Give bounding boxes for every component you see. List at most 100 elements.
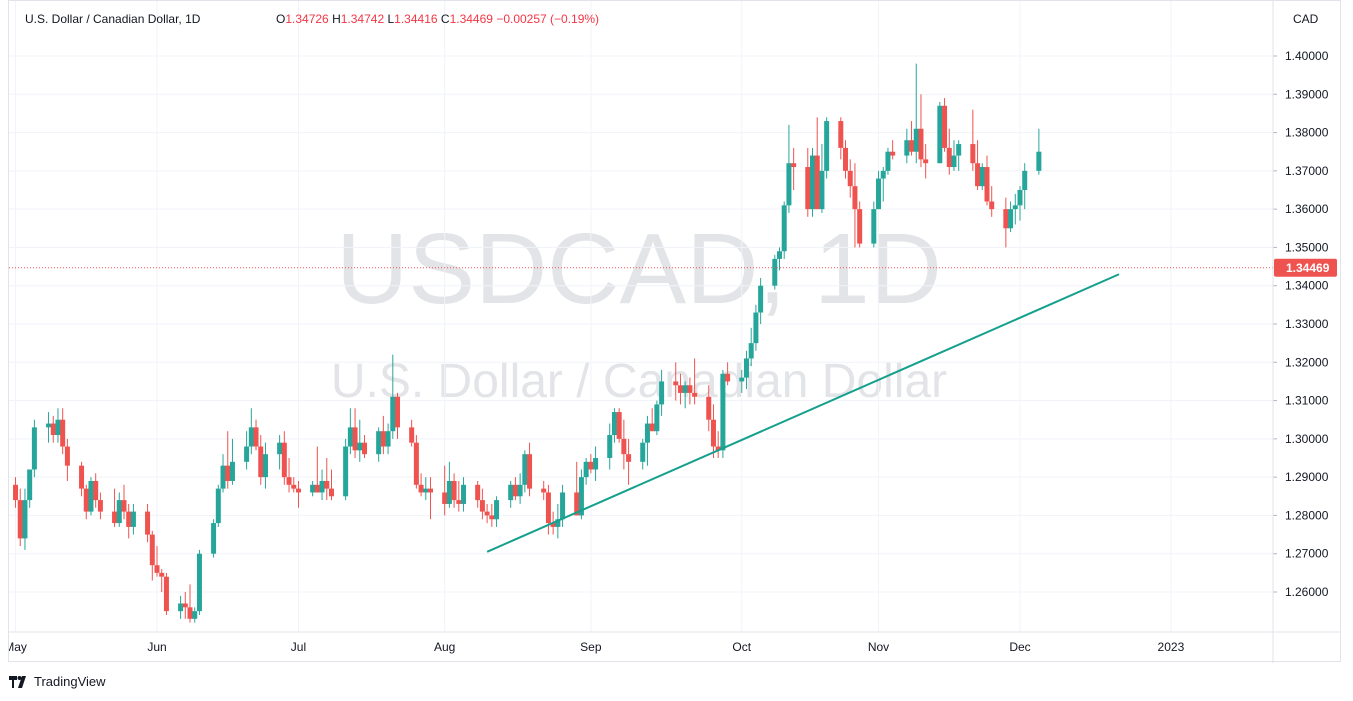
- candle-body: [776, 251, 782, 259]
- candle-body: [357, 442, 363, 451]
- candle-up: [786, 124, 792, 213]
- x-tick-label: May: [9, 640, 27, 654]
- candle-body: [578, 477, 584, 516]
- candle-body: [17, 500, 23, 539]
- candle-body: [494, 500, 500, 520]
- candle-body: [975, 163, 981, 187]
- candle-down: [710, 404, 716, 458]
- candle-up: [659, 369, 665, 416]
- candle-body: [673, 381, 679, 386]
- candle-body: [923, 159, 929, 164]
- candle-down: [253, 419, 259, 451]
- candle-up: [640, 438, 646, 470]
- candle-body: [890, 151, 896, 156]
- candle-up: [979, 163, 985, 190]
- candle-body: [706, 396, 712, 420]
- candle-up: [196, 549, 202, 615]
- candle-up: [753, 304, 759, 351]
- candle-body: [725, 373, 731, 382]
- candle-body: [192, 611, 198, 619]
- candle-body: [182, 603, 188, 608]
- candle-body: [489, 515, 495, 520]
- candle-up: [376, 427, 382, 462]
- candle-body: [126, 511, 132, 527]
- x-tick-label: Sep: [580, 640, 602, 654]
- y-tick-label: 1.26000: [1285, 585, 1329, 599]
- candle-body: [871, 209, 877, 244]
- candle-body: [479, 500, 485, 512]
- candle-down: [649, 408, 655, 432]
- candle-down: [281, 431, 287, 485]
- candle-down: [843, 140, 849, 179]
- candle-down: [258, 435, 264, 485]
- candle-down: [149, 530, 155, 581]
- candle-up: [517, 473, 523, 504]
- y-tick-label: 1.38000: [1285, 126, 1329, 140]
- candle-up: [423, 477, 429, 501]
- high-value: 1.34742: [340, 12, 385, 26]
- change-value: −0.00257 (−0.19%): [496, 12, 600, 26]
- candle-body: [522, 454, 528, 485]
- candle-body: [154, 565, 160, 573]
- candle-body: [748, 343, 754, 359]
- candle-body: [843, 147, 849, 171]
- candle-body: [876, 178, 882, 210]
- usdcad-candlestick-chart[interactable]: USDCAD, 1D U.S. Dollar / Canadian Dollar…: [9, 1, 1342, 663]
- candle-body: [277, 442, 283, 455]
- candle-body: [588, 461, 594, 470]
- candle-down: [970, 109, 976, 171]
- candle-down: [725, 362, 731, 386]
- candle-body: [621, 438, 627, 455]
- candle-body: [885, 151, 891, 171]
- watermark-name: U.S. Dollar / Canadian Dollar: [331, 355, 947, 408]
- candle-body: [857, 209, 863, 244]
- candle-up: [607, 423, 613, 470]
- candle-down: [159, 569, 165, 592]
- candle-body: [979, 167, 985, 187]
- chart-frame: USDCAD, 1D U.S. Dollar / Canadian Dollar…: [8, 0, 1342, 663]
- x-tick-label: Aug: [434, 640, 455, 654]
- x-tick-label: 2023: [1158, 640, 1185, 654]
- candle-down: [621, 419, 627, 470]
- candle-up: [824, 117, 830, 179]
- y-tick-label: 1.32000: [1285, 355, 1329, 369]
- candle-up: [385, 423, 391, 455]
- candle-body: [819, 170, 825, 210]
- candle-body: [310, 484, 316, 493]
- candle-up: [880, 167, 886, 202]
- candle-body: [508, 484, 514, 501]
- candle-body: [739, 377, 745, 382]
- candle-body: [291, 484, 297, 489]
- candle-down: [673, 362, 679, 401]
- low-value: 1.34416: [394, 12, 438, 26]
- candle-body: [22, 500, 28, 539]
- candle-body: [1017, 190, 1023, 206]
- y-tick-label: 1.28000: [1285, 508, 1329, 522]
- y-tick-label: 1.31000: [1285, 394, 1329, 408]
- candle-body: [786, 163, 792, 206]
- currency-label: CAD: [1293, 12, 1319, 26]
- x-tick-label: Nov: [868, 640, 889, 654]
- candle-body: [390, 396, 396, 432]
- candle-body: [88, 480, 94, 512]
- candle-up: [819, 144, 825, 213]
- tradingview-brand[interactable]: TradingView: [9, 674, 106, 689]
- candle-down: [946, 128, 952, 175]
- candle-up: [31, 419, 37, 478]
- candle-body: [512, 484, 518, 497]
- candle-down: [838, 117, 844, 160]
- candle-body: [555, 519, 561, 527]
- candle-body: [314, 484, 320, 493]
- candle-down: [545, 484, 551, 535]
- candle-body: [324, 480, 330, 489]
- candle-body: [753, 312, 759, 344]
- candle-body: [791, 163, 797, 168]
- candle-down: [541, 480, 547, 501]
- tradingview-logo-icon: [9, 675, 26, 688]
- candle-body: [1036, 151, 1042, 171]
- candle-down: [380, 415, 386, 455]
- candle-down: [918, 94, 924, 168]
- candle-body: [640, 442, 646, 462]
- candle-body: [159, 572, 165, 577]
- candle-down: [852, 163, 858, 248]
